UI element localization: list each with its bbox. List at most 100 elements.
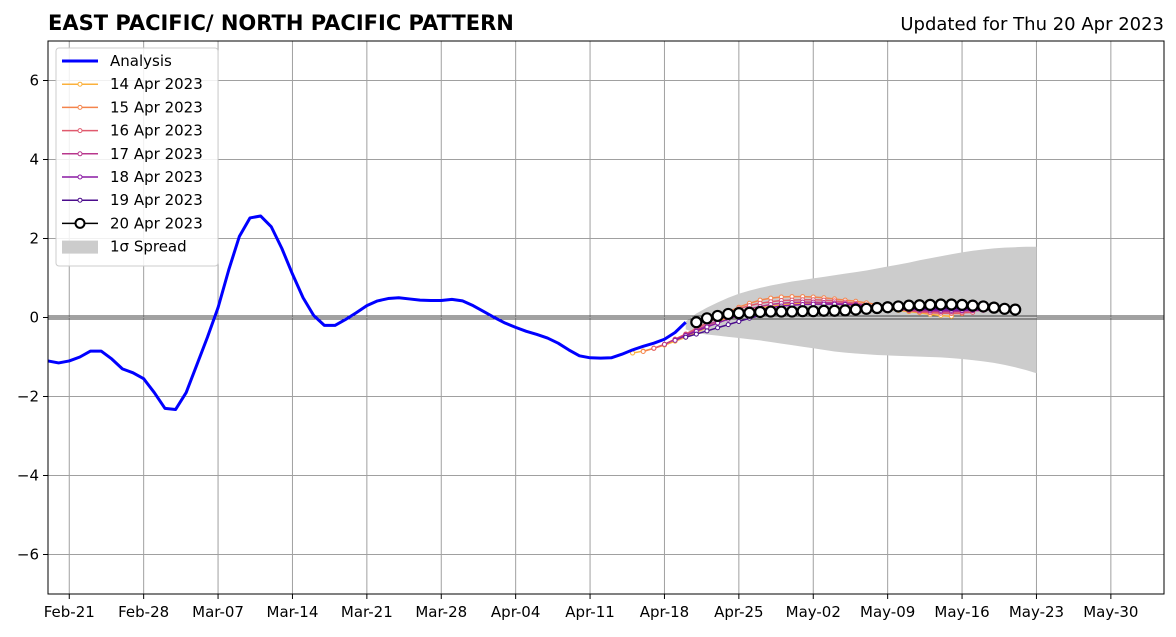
- forecast-point: [860, 302, 873, 315]
- legend-entry: Analysis: [62, 52, 172, 70]
- legend-marker: [77, 81, 83, 87]
- chart-subtitle: Updated for Thu 20 Apr 2023: [900, 14, 1164, 35]
- legend-marker: [77, 128, 83, 134]
- forecast-point: [764, 305, 777, 318]
- legend-swatch: [62, 240, 98, 254]
- y-tick-label: 2: [29, 230, 39, 248]
- forecast-point: [881, 301, 894, 314]
- x-tick-label: Apr-25: [714, 603, 764, 621]
- y-tick-label: 6: [29, 72, 39, 90]
- forecast-point: [672, 337, 678, 343]
- x-tick-label: Mar-07: [192, 603, 244, 621]
- x-tick-label: Mar-14: [267, 603, 319, 621]
- forecast-point: [924, 298, 937, 311]
- zero-line: [48, 315, 1164, 320]
- legend-label: 16 Apr 2023: [110, 122, 203, 140]
- legend-entry: 17 Apr 2023: [62, 145, 203, 163]
- axes: Feb-21 Feb-28 Mar-07 Mar-14 Mar-21 Mar-28 Apr-…: [17, 40, 1165, 621]
- legend-label: 18 Apr 2023: [110, 168, 203, 186]
- forecast-point: [640, 348, 646, 354]
- forecast-point: [934, 298, 947, 311]
- legend-marker: [74, 217, 86, 229]
- x-tick-label: Apr-04: [491, 603, 541, 621]
- x-tick-label: May-30: [1083, 603, 1138, 621]
- legend-label: 1σ Spread: [110, 238, 187, 256]
- x-tick-label: Apr-11: [565, 603, 615, 621]
- legend-label: 17 Apr 2023: [110, 145, 203, 163]
- analysis-line: [47, 214, 687, 412]
- forecast-point: [977, 300, 990, 313]
- y-tick-label: −2: [17, 388, 39, 406]
- x-tick-label: Feb-28: [118, 603, 169, 621]
- forecast-series: [690, 298, 1022, 329]
- chart-title: EAST PACIFIC/ NORTH PACIFIC PATTERN: [48, 11, 514, 35]
- forecast-point: [955, 298, 969, 311]
- forecast-point: [966, 299, 979, 312]
- x-tick-label: May-09: [860, 603, 915, 621]
- legend-marker: [77, 197, 83, 203]
- forecast-point: [796, 305, 809, 318]
- legend: Analysis 14 Apr 2023 15 Apr 2023 16 Apr 202…: [55, 47, 219, 267]
- forecast-point: [998, 302, 1011, 315]
- forecast-point: [870, 301, 884, 315]
- forecast-point: [902, 299, 916, 312]
- legend-entry: 15 Apr 2023: [62, 98, 203, 116]
- forecast-point: [807, 305, 820, 318]
- forecast-point: [661, 341, 667, 347]
- forecast-point: [732, 307, 745, 320]
- forecast-point: [892, 300, 905, 313]
- forecast-point: [704, 324, 710, 330]
- x-tick-label: Apr-18: [640, 603, 690, 621]
- legend-entry: 19 Apr 2023: [62, 191, 203, 209]
- x-tick-label: May-16: [934, 603, 989, 621]
- y-tick-label: −6: [17, 546, 39, 564]
- plot-frame: [47, 40, 1165, 595]
- legend-label: 15 Apr 2023: [110, 98, 203, 116]
- legend-marker: [77, 174, 83, 180]
- forecast-point: [715, 325, 721, 331]
- x-tick-label: May-23: [1009, 603, 1064, 621]
- y-tick-label: 0: [29, 309, 39, 327]
- forecast-point: [987, 301, 1001, 314]
- forecast-point: [725, 322, 731, 328]
- legend-entry: 14 Apr 2023: [62, 75, 203, 93]
- forecast-point: [651, 345, 657, 351]
- forecast-point: [683, 334, 689, 340]
- forecast-point: [1009, 303, 1022, 316]
- forecast-point: [693, 331, 699, 337]
- legend-label: 20 Apr 2023: [110, 214, 203, 232]
- legend-entry: 1σ Spread: [62, 238, 187, 256]
- forecast-point: [754, 305, 767, 319]
- legend-label: Analysis: [110, 52, 172, 70]
- forecast-point: [828, 304, 841, 317]
- forecast-point: [785, 305, 799, 318]
- forecast-point: [690, 316, 703, 329]
- forecast-point: [849, 303, 862, 316]
- legend-box: [55, 47, 219, 267]
- legend-entry: 20 Apr 2023: [62, 214, 203, 232]
- forecast-point: [945, 298, 958, 311]
- legend-marker: [77, 151, 83, 157]
- forecast-point: [817, 304, 830, 317]
- legend-entry: 18 Apr 2023: [62, 168, 203, 186]
- forecast-point: [711, 309, 724, 323]
- forecast-point: [704, 328, 710, 334]
- forecast-point: [736, 318, 742, 324]
- x-tick-label: Mar-28: [415, 603, 467, 621]
- forecast-point: [743, 306, 756, 319]
- forecast-point: [913, 299, 926, 312]
- x-tick-label: Mar-21: [341, 603, 393, 621]
- forecast-point: [700, 312, 714, 325]
- legend-entry: 16 Apr 2023: [62, 122, 203, 140]
- legend-label: 19 Apr 2023: [110, 191, 203, 209]
- forecast-point: [775, 305, 788, 318]
- y-tick-label: 4: [29, 151, 39, 169]
- forecast-point: [839, 304, 852, 317]
- x-tick-label: Feb-21: [44, 603, 95, 621]
- legend-marker: [77, 104, 83, 110]
- forecast-point: [722, 307, 735, 321]
- x-tick-label: May-02: [786, 603, 841, 621]
- y-tick-label: −4: [17, 467, 39, 485]
